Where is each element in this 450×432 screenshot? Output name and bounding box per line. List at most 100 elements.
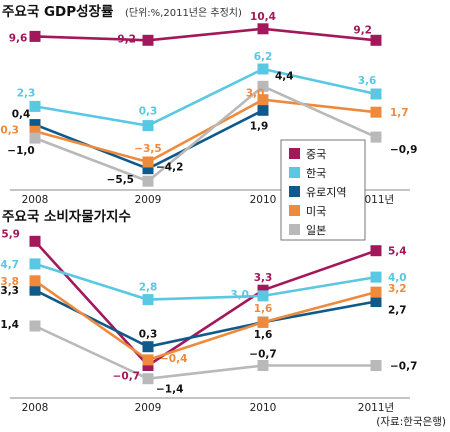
data-labels: 9,6 9,2 10,4 9,2 2,3 0,3 6,2 3,6 0,4 −4,2 1,9 −0,3 −… — [0, 11, 417, 186]
data-label-유로지역-0: 3,3 — [0, 285, 19, 297]
legend-swatch-한국 — [289, 167, 300, 178]
data-label-한국-0: 2,3 — [17, 87, 36, 99]
data-point-미국-2 — [257, 94, 269, 106]
data-label-일본-1: −5,5 — [107, 174, 134, 186]
data-label-유로지역-1: −4,2 — [156, 162, 183, 174]
data-label-미국-3: 3,2 — [388, 283, 407, 295]
legend-label-미국: 미국 — [306, 205, 326, 218]
data-label-중국-1: −0,7 — [113, 371, 140, 383]
data-label-중국-3: 5,4 — [388, 246, 407, 258]
legend-label-유로지역: 유로지역 — [306, 186, 346, 199]
legend-swatch-미국 — [289, 205, 300, 216]
series-line-중국 — [34, 240, 377, 367]
data-label-일본-3: −0,7 — [390, 361, 417, 373]
data-point-일본-3 — [370, 360, 382, 371]
legend-label-한국: 한국 — [306, 167, 326, 180]
data-label-일본-2: 4,4 — [275, 70, 294, 82]
data-label-한국-3: 3,6 — [358, 75, 377, 87]
series-line-일본 — [34, 85, 377, 183]
data-point-유로지역-0 — [29, 284, 41, 296]
data-point-유로지역-3 — [370, 296, 382, 307]
data-point-미국-0 — [29, 125, 41, 137]
data-label-일본-2: −0,7 — [249, 349, 276, 361]
data-label-미국-2: 3,0 — [246, 88, 265, 100]
legend-swatch-일본 — [289, 224, 300, 235]
data-labels: 5,9 −0,7 3,3 5,4 4,7 2,8 3,0 4,0 3,3 0,3 1,6 2,7 3,8… — [0, 228, 417, 395]
data-point-한국-1 — [142, 294, 154, 306]
data-point-일본-1 — [142, 175, 154, 187]
data-point-유로지역-0 — [29, 119, 41, 131]
data-label-미국-3: 1,7 — [390, 107, 409, 119]
x-tick-label-2009: 2009 — [135, 402, 162, 414]
data-label-유로지역-1: 0,3 — [139, 329, 158, 341]
data-point-한국-0 — [29, 258, 41, 270]
data-label-중국-0: 5,9 — [1, 228, 20, 240]
data-label-중국-0: 9,6 — [9, 32, 28, 44]
data-label-한국-2: 3,0 — [230, 289, 249, 301]
chart-title: 주요국 소비자물가지수 — [2, 209, 131, 225]
x-tick-label-2009: 2009 — [135, 194, 162, 206]
data-label-유로지역-2: 1,6 — [254, 329, 273, 341]
data-label-미국-0: 3,8 — [0, 276, 19, 288]
data-point-중국-3 — [370, 34, 382, 46]
data-label-한국-3: 4,0 — [388, 272, 407, 284]
data-point-한국-3 — [370, 271, 382, 283]
data-label-중국-1: 9,2 — [117, 33, 136, 45]
series-line-중국 — [34, 27, 377, 42]
data-label-미국-1: −3,5 — [134, 143, 161, 155]
data-point-중국-2 — [257, 23, 269, 35]
legend-label-중국: 중국 — [306, 148, 326, 161]
data-point-유로지역-1 — [142, 163, 154, 175]
data-point-유로지역-2 — [257, 104, 269, 116]
data-label-미국-1: −0,4 — [160, 353, 187, 365]
series-line-미국 — [34, 279, 377, 362]
data-point-일본-2 — [257, 80, 269, 92]
data-point-미국-3 — [370, 286, 382, 298]
data-label-일본-3: −0,9 — [390, 144, 417, 156]
data-point-미국-0 — [29, 275, 41, 287]
x-tick-label-2011년: 2011년 — [358, 402, 394, 414]
data-label-유로지역-3: 2,7 — [388, 305, 407, 317]
series-markers — [29, 23, 382, 187]
data-label-한국-2: 6,2 — [254, 51, 273, 63]
x-tick-labels: 2008 2009 2010 2011년 — [22, 194, 395, 206]
data-point-한국-2 — [257, 290, 269, 302]
data-point-미국-1 — [142, 156, 154, 168]
data-point-일본-1 — [142, 373, 154, 385]
x-tick-labels: 2008 2009 2010 2011년 — [22, 402, 395, 414]
data-label-중국-2: 10,4 — [250, 11, 276, 23]
series-line-한국 — [34, 262, 377, 301]
data-point-유로지역-1 — [142, 341, 154, 353]
data-label-미국-2: 1,6 — [254, 303, 273, 315]
data-point-미국-2 — [257, 316, 269, 328]
data-label-일본-0: 1,4 — [0, 319, 19, 331]
data-point-미국-3 — [370, 106, 382, 118]
series-line-한국 — [34, 67, 377, 127]
data-point-일본-2 — [257, 360, 269, 371]
gdp-growth-chart: 주요국 GDP성장률 (단위:%,2011년은 추정치) 2008 2009 201… — [0, 3, 417, 206]
data-label-한국-1: 2,8 — [139, 282, 158, 294]
data-label-일본-0: −1,0 — [7, 145, 34, 157]
x-tick-label-2010: 2010 — [250, 194, 277, 206]
legend-label-일본: 일본 — [306, 223, 326, 237]
source-note: (자료:한국은행) — [376, 416, 446, 428]
data-label-한국-0: 4,7 — [0, 259, 19, 271]
cpi-chart: 주요국 소비자물가지수 2008 2009 2010 2011년 5,9 −0,7 3,3… — [0, 209, 417, 414]
legend-swatch-중국 — [289, 148, 300, 159]
x-tick-label-2008: 2008 — [22, 402, 49, 414]
x-tick-label-2010: 2010 — [250, 402, 277, 414]
data-point-한국-0 — [29, 100, 41, 112]
data-point-한국-1 — [142, 120, 154, 132]
series-line-미국 — [34, 98, 377, 164]
x-tick-label-2008: 2008 — [22, 194, 49, 206]
data-label-한국-1: 0,3 — [139, 106, 158, 118]
data-label-유로지역-0: 0,4 — [12, 109, 31, 121]
data-label-중국-3: 9,2 — [353, 24, 372, 36]
data-point-일본-3 — [370, 131, 382, 143]
data-point-중국-0 — [29, 235, 41, 247]
x-tick-label-2011년: 2011년 — [358, 194, 394, 206]
data-label-미국-0: −0,3 — [0, 124, 19, 136]
data-point-중국-1 — [142, 360, 154, 371]
